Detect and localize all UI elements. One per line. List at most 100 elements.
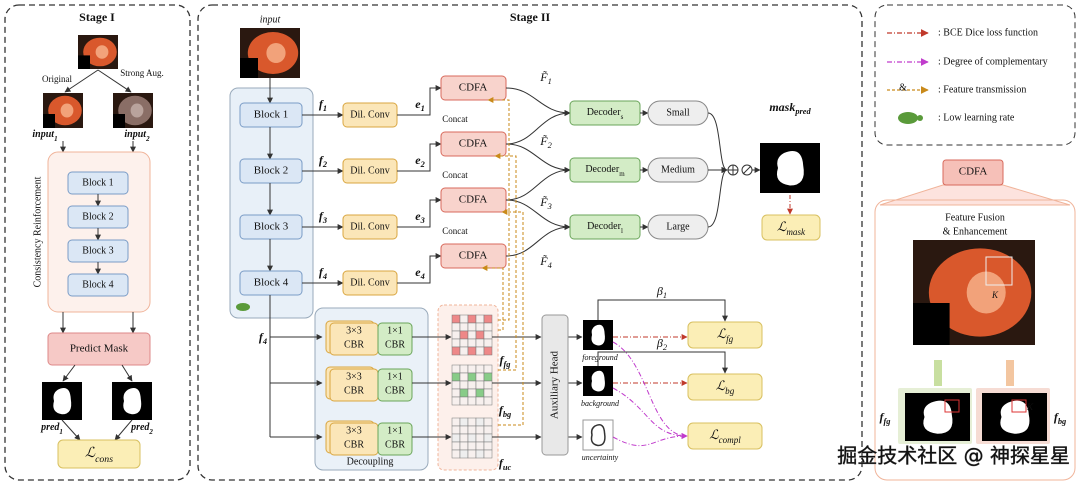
grid-cell: [451, 364, 461, 374]
input-image-highlight: [266, 43, 286, 63]
input-image-corner: [78, 55, 90, 69]
label: input: [260, 14, 281, 25]
label: background: [581, 399, 620, 408]
label-base: ℒ: [85, 446, 96, 461]
label-subscript: 4: [322, 272, 327, 281]
cdfa-image-highlight: [966, 271, 1006, 314]
label: fbg: [1054, 410, 1066, 427]
label: F̃2: [539, 134, 552, 151]
label-base: ℒ: [717, 326, 727, 341]
label-base: F̃: [539, 254, 548, 268]
auxiliary-head: [541, 314, 569, 456]
label: : BCE Dice loss function: [938, 27, 1038, 38]
label-subscript: 3: [420, 216, 425, 225]
grid-cell: [467, 441, 477, 451]
label: CDFA: [959, 166, 988, 178]
complementary-arrow: [612, 387, 688, 439]
label: Feature Fusion: [945, 212, 1005, 223]
loss-box: [687, 422, 763, 450]
label-base: input: [124, 129, 147, 140]
label: maskpred: [769, 100, 811, 117]
label: uncertainty: [582, 453, 619, 462]
label-subscript: bg: [503, 410, 511, 419]
label: f3: [319, 209, 327, 226]
grid-cell: [451, 322, 461, 332]
label-subscript: mask: [786, 227, 806, 237]
label-base: f: [319, 153, 324, 167]
arrow: [121, 364, 133, 382]
grid-cell: [475, 314, 485, 324]
grid-cell: [475, 364, 485, 374]
arrow: [61, 419, 81, 441]
label-subscript: fg: [726, 334, 734, 344]
label: e4: [415, 265, 425, 282]
block: [67, 273, 129, 297]
grid-cell: [467, 314, 477, 324]
label: CBR: [344, 339, 364, 350]
stage1-panel: [4, 4, 191, 481]
label: ℒbg: [716, 378, 735, 396]
label-base: ℒ: [777, 219, 787, 234]
grid-cell: [467, 425, 477, 435]
complementary-arrow: [612, 341, 688, 439]
grid-cell: [451, 396, 461, 406]
pred-mask-blob: [53, 388, 72, 415]
label-base: ℒ: [716, 378, 726, 393]
label: Block 3: [254, 221, 289, 233]
label: Block 2: [82, 211, 113, 222]
label-base: f: [499, 456, 504, 470]
aux-map-blob: [591, 370, 605, 392]
grid-cell: [451, 372, 461, 382]
label: Block 3: [82, 245, 113, 256]
grid-cell: [467, 417, 477, 427]
label-subscript: bg: [1058, 417, 1066, 426]
label: Concat: [442, 114, 468, 124]
original-image-highlight: [60, 103, 74, 118]
grid-cell: [475, 330, 485, 340]
grid-cell: [451, 388, 461, 398]
label: CBR: [385, 439, 405, 450]
label: CDFA: [459, 82, 488, 94]
label: CBR: [344, 385, 364, 396]
turtle-icon: [898, 112, 918, 124]
grid-cell: [451, 346, 461, 356]
cbr1-box: [377, 368, 413, 402]
grid-cell: [451, 380, 461, 390]
label-base: β: [656, 336, 663, 350]
label-subscript: 2: [420, 160, 425, 169]
label: Decoderl: [587, 221, 623, 234]
label: f4: [319, 265, 327, 282]
label: Large: [666, 221, 690, 232]
grid-cell: [459, 330, 469, 340]
label: Consistency Reinforcement: [32, 176, 43, 287]
label: pred2: [130, 422, 153, 435]
label: K: [991, 290, 999, 300]
grid-cell: [475, 425, 485, 435]
label: Concat: [442, 226, 468, 236]
label: ℒfg: [717, 326, 734, 344]
grid-cell: [475, 433, 485, 443]
label: f2: [319, 153, 327, 170]
label: pred1: [40, 422, 63, 435]
label-base: F̃: [539, 195, 548, 209]
stage-title: Stage II: [510, 10, 551, 24]
sigmoid-sign: [742, 165, 752, 175]
label: e3: [415, 209, 425, 226]
grid-cell: [467, 372, 477, 382]
grid-cell: [483, 388, 493, 398]
label: Block 2: [254, 165, 289, 177]
grid-cell: [483, 449, 493, 459]
label-base: input: [32, 129, 55, 140]
label: 3×3: [346, 425, 362, 436]
arrow: [397, 141, 442, 172]
window: [944, 399, 960, 413]
label: CBR: [344, 439, 364, 450]
connector: [707, 167, 728, 228]
arrow: [64, 69, 99, 93]
label: : Degree of complementary: [938, 56, 1048, 67]
aux-map-blob: [590, 424, 606, 447]
cdfa-callout: [879, 184, 1071, 206]
watermark: 掘金技术社区 @ 神探星星: [837, 444, 1070, 468]
label-base: ℒ: [709, 427, 719, 442]
grid-cell: [451, 441, 461, 451]
